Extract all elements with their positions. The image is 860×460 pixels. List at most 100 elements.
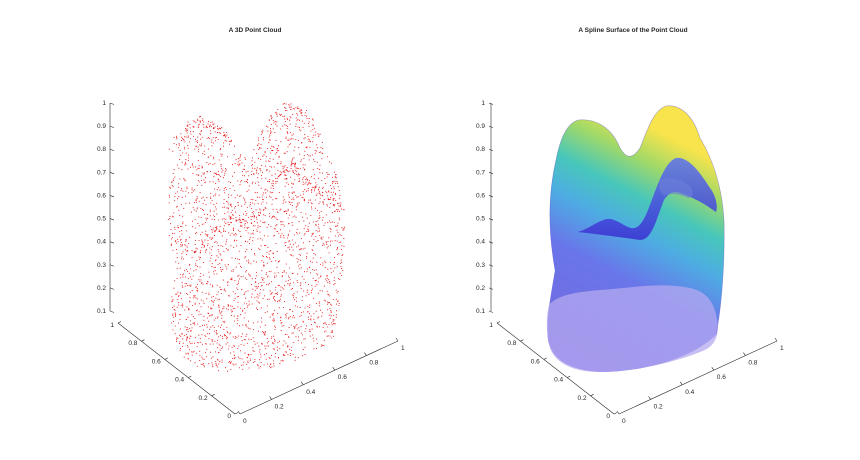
data-point [264,152,266,154]
data-point [254,215,256,217]
data-point [232,214,234,216]
data-point [172,314,174,316]
data-point [273,253,275,255]
data-point [260,237,262,239]
data-point [313,313,315,315]
data-point [282,168,284,170]
data-point [231,232,233,234]
data-point [207,148,209,150]
data-point [228,215,230,217]
data-point [329,228,331,230]
data-point [255,307,258,309]
data-point [206,197,208,199]
data-point [269,250,271,252]
data-point [335,298,337,300]
data-point [239,217,241,219]
data-point [258,351,260,353]
data-point [337,222,339,224]
data-point [322,326,324,329]
z-tick-label: 0.8 [97,146,106,153]
data-point [286,127,288,129]
data-point [238,345,240,347]
data-point [239,231,241,233]
data-point [335,316,337,318]
data-point [330,197,332,199]
data-point [237,282,240,284]
data-point [206,326,208,328]
data-point [287,280,289,282]
data-point [219,326,222,328]
data-point [304,134,306,136]
data-point [277,312,279,314]
data-point [184,276,187,278]
data-point [235,159,237,161]
data-point [296,291,298,293]
data-point [211,231,213,233]
data-point [278,155,280,157]
data-point [187,154,190,156]
data-point [268,195,270,197]
data-point [178,294,180,297]
data-point [177,298,179,301]
data-point [255,261,258,263]
data-point [226,200,228,202]
data-point [262,155,264,157]
data-point [187,192,190,194]
data-point [308,155,310,157]
data-point [272,180,274,182]
data-point [259,249,261,251]
data-point [232,291,234,293]
data-point [275,139,277,141]
data-point [193,251,195,253]
data-point [194,227,196,229]
data-point [293,327,296,329]
data-point [262,298,264,300]
data-point [313,297,315,299]
data-point [217,171,219,173]
data-point [201,165,203,167]
z-tick [109,241,115,244]
data-point [187,125,189,127]
data-point [339,272,341,274]
data-point [307,283,310,286]
data-point [282,125,284,127]
data-point [316,161,318,163]
data-point [266,311,268,313]
data-point [248,300,250,302]
data-point [171,232,174,234]
data-point [252,337,254,339]
data-point [223,187,225,190]
data-point [232,213,234,216]
data-point [327,198,329,200]
data-point [303,220,305,222]
data-point [206,248,208,251]
data-point [304,247,306,249]
data-point [244,339,246,341]
data-point [196,197,198,199]
data-point [336,225,338,227]
data-point [239,265,242,267]
data-point [272,216,274,218]
data-point [325,278,327,280]
data-point [211,362,213,364]
data-point [173,308,175,311]
data-point [238,356,240,358]
data-point [312,232,314,234]
data-point [198,256,200,258]
data-point [266,256,268,258]
data-point [182,304,184,306]
data-point [191,189,193,191]
data-point [211,139,213,141]
data-point [254,225,256,227]
data-point [289,106,291,109]
data-point [260,168,262,170]
data-point [204,233,206,235]
data-point [322,244,324,247]
data-point [282,115,284,118]
data-point [198,123,200,125]
data-point [226,134,228,136]
data-point [286,178,288,180]
data-point [191,342,193,344]
data-point [313,348,315,350]
data-point [275,286,277,288]
